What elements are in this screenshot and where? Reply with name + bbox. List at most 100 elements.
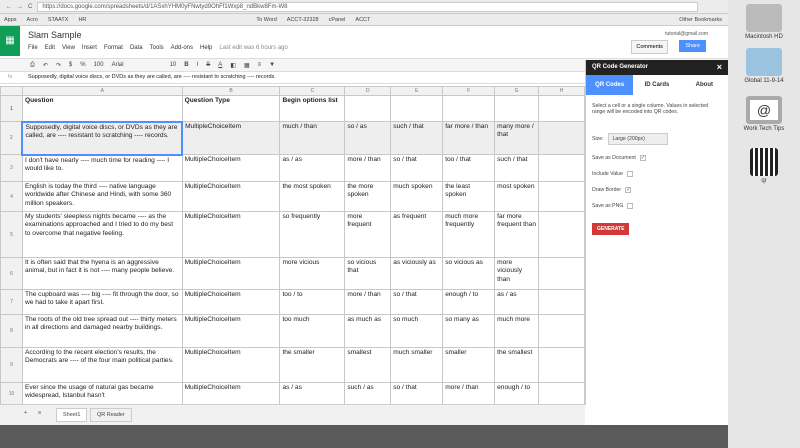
italic-icon[interactable]: I bbox=[196, 62, 199, 68]
cell[interactable]: many more / that bbox=[494, 121, 540, 156]
cell[interactable]: such / that bbox=[494, 154, 540, 183]
cell[interactable] bbox=[538, 382, 585, 404]
row-header[interactable]: 1 bbox=[0, 95, 23, 123]
menu-addons[interactable]: Add-ons bbox=[170, 45, 194, 51]
font-size-select[interactable]: 10 bbox=[169, 62, 177, 68]
save-as-png-checkbox[interactable] bbox=[627, 203, 634, 209]
cell[interactable]: Begin options list bbox=[279, 95, 346, 123]
cell[interactable]: more / than bbox=[442, 382, 496, 404]
bookmark[interactable]: ACCT bbox=[355, 16, 371, 23]
row-header[interactable]: 8 bbox=[0, 314, 23, 349]
row-header[interactable]: 10 bbox=[0, 382, 23, 404]
col-header[interactable]: F bbox=[442, 86, 496, 97]
cell[interactable]: as / as bbox=[279, 154, 346, 183]
include-value-checkbox[interactable] bbox=[627, 171, 634, 177]
currency-icon[interactable]: $ bbox=[68, 62, 73, 68]
cell[interactable]: too / to bbox=[279, 289, 346, 316]
col-header[interactable]: B bbox=[181, 86, 281, 97]
row-header[interactable]: 9 bbox=[0, 347, 23, 384]
print-icon[interactable]: ⎙ bbox=[30, 61, 35, 68]
url-field[interactable]: https://docs.google.com/spreadsheets/d/1… bbox=[37, 1, 698, 12]
cell[interactable]: much more bbox=[494, 314, 540, 349]
menu-file[interactable]: File bbox=[28, 45, 38, 51]
save-status[interactable]: Last edit was 6 hours ago bbox=[219, 45, 288, 51]
row-header[interactable]: 3 bbox=[0, 154, 23, 183]
cell[interactable] bbox=[538, 289, 585, 316]
cell[interactable]: far more / than bbox=[442, 121, 496, 156]
forward-icon[interactable]: → bbox=[17, 3, 23, 10]
cell[interactable]: as frequent bbox=[390, 211, 444, 259]
cell[interactable]: MultipleChoiceItem bbox=[181, 314, 281, 349]
row-header[interactable]: 2 bbox=[0, 121, 23, 156]
sheet-list-icon[interactable]: ≡ bbox=[38, 410, 42, 416]
cell[interactable]: It is often said that the hyena is an ag… bbox=[21, 257, 183, 291]
cell[interactable]: more viciously than bbox=[494, 257, 540, 291]
undo-icon[interactable]: ↶ bbox=[42, 62, 48, 69]
formula-input[interactable]: Supposedly, digital voice discs, or DVDs… bbox=[28, 74, 276, 80]
row-header[interactable]: 4 bbox=[0, 181, 23, 213]
close-icon[interactable]: × bbox=[716, 62, 722, 72]
cell[interactable]: smaller bbox=[442, 347, 496, 384]
cell[interactable]: much more frequently bbox=[442, 211, 496, 259]
tab-qr-codes[interactable]: QR Codes bbox=[586, 75, 634, 95]
cell[interactable]: the least spoken bbox=[442, 181, 496, 213]
cell[interactable]: so frequently bbox=[279, 211, 346, 259]
cell[interactable]: MultipleChoiceItem bbox=[181, 181, 281, 213]
bookmark[interactable]: Other Bookmarks bbox=[679, 16, 722, 23]
bookmark[interactable]: HR bbox=[78, 16, 87, 23]
cell[interactable]: MultipleChoiceItem bbox=[181, 121, 281, 156]
cell[interactable] bbox=[390, 95, 444, 123]
tab-id-cards[interactable]: ID Cards bbox=[644, 82, 670, 88]
cell[interactable]: smallest bbox=[344, 347, 392, 384]
cell[interactable] bbox=[538, 211, 585, 259]
bookmark[interactable]: To Word bbox=[256, 16, 277, 23]
cell[interactable] bbox=[442, 95, 496, 123]
menu-insert[interactable]: Insert bbox=[81, 45, 97, 51]
reload-icon[interactable]: C bbox=[28, 3, 33, 10]
sheets-logo-icon[interactable]: ▦ bbox=[0, 26, 20, 56]
menu-help[interactable]: Help bbox=[200, 45, 213, 51]
cell[interactable]: too much bbox=[279, 314, 346, 349]
cell[interactable]: enough / to bbox=[494, 382, 540, 404]
cell[interactable]: MultipleChoiceItem bbox=[181, 154, 281, 183]
cell[interactable]: so / that bbox=[390, 289, 444, 316]
add-sheet-icon[interactable]: + bbox=[24, 410, 28, 416]
percent-icon[interactable]: % bbox=[80, 62, 86, 68]
redo-icon[interactable]: ↷ bbox=[55, 62, 61, 69]
desktop-item-webloc[interactable]: @ Work Tech Tips bbox=[738, 96, 790, 132]
cell[interactable]: The roots of the old tree spread out ---… bbox=[21, 314, 183, 349]
account-email[interactable]: tutorial@gmail.com bbox=[665, 31, 708, 37]
bookmark[interactable]: cPanel bbox=[328, 16, 346, 23]
cell[interactable]: much spoken bbox=[390, 181, 444, 213]
cell[interactable]: more frequent bbox=[344, 211, 392, 259]
cell[interactable]: MultipleChoiceItem bbox=[181, 257, 281, 291]
comments-button[interactable]: Comments bbox=[631, 40, 668, 54]
cell[interactable]: more / than bbox=[344, 154, 392, 183]
row-header[interactable]: 6 bbox=[0, 257, 23, 291]
cell[interactable] bbox=[538, 154, 585, 183]
cell[interactable]: MultipleChoiceItem bbox=[181, 382, 281, 404]
bookmark[interactable]: Acro bbox=[26, 16, 38, 23]
col-header[interactable]: G bbox=[494, 86, 540, 97]
cell[interactable]: Supposedly, digital voice discs, or DVDs… bbox=[21, 120, 184, 156]
menu-data[interactable]: Data bbox=[129, 45, 143, 51]
cell[interactable] bbox=[538, 95, 585, 123]
desktop-item-qr[interactable]: qr bbox=[738, 148, 790, 184]
cell[interactable] bbox=[538, 121, 585, 156]
cell[interactable]: far more frequent than bbox=[494, 211, 540, 259]
row-header[interactable]: 5 bbox=[0, 211, 23, 259]
cell[interactable]: Question bbox=[21, 95, 183, 123]
strike-icon[interactable]: S bbox=[206, 62, 211, 68]
cell[interactable]: According to the recent election's resul… bbox=[21, 347, 183, 384]
col-header[interactable]: H bbox=[538, 86, 585, 97]
col-header[interactable]: E bbox=[390, 86, 444, 97]
font-select[interactable]: Arial bbox=[111, 62, 124, 68]
cell[interactable]: so vicious that bbox=[344, 257, 392, 291]
filter-icon[interactable]: ▼ bbox=[269, 62, 276, 68]
tab-about[interactable]: About bbox=[695, 82, 713, 88]
cell[interactable]: much smaller bbox=[390, 347, 444, 384]
cell[interactable]: MultipleChoiceItem bbox=[181, 347, 281, 384]
bookmark[interactable]: Apps bbox=[4, 16, 17, 23]
menu-view[interactable]: View bbox=[62, 45, 75, 51]
cell[interactable]: enough / to bbox=[442, 289, 496, 316]
